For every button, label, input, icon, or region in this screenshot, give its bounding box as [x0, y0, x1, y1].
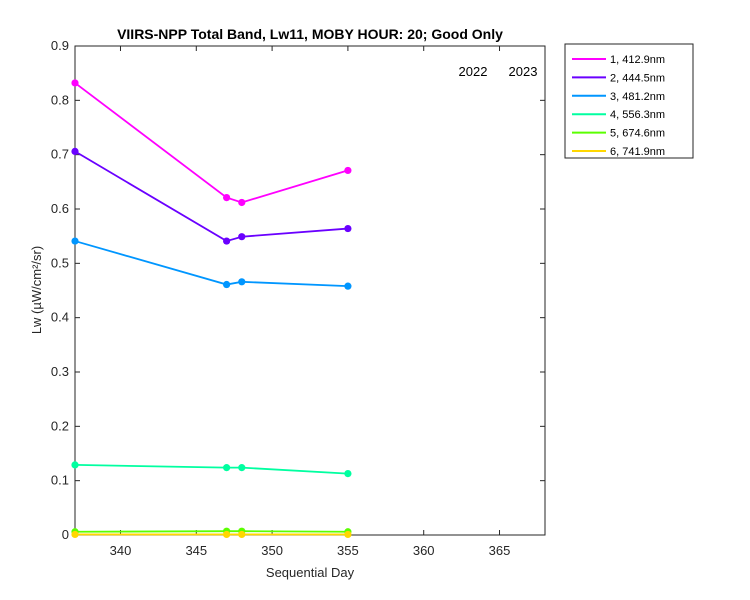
data-point [223, 464, 231, 472]
y-axis-label: Lw (µW/cm²/sr) [29, 246, 44, 334]
x-tick-label: 355 [337, 543, 359, 558]
data-point [344, 224, 352, 233]
x-tick-label: 345 [185, 543, 207, 558]
x-axis-label: Sequential Day [266, 565, 355, 580]
y-tick-label: 0.9 [51, 38, 69, 53]
series-layer [71, 79, 352, 539]
legend-entry: 3, 481.2nm [610, 91, 665, 103]
plot-area [74, 45, 546, 536]
data-point [344, 282, 352, 290]
x-tick-label: 360 [413, 543, 435, 558]
y-tick-label: 0.6 [51, 201, 69, 216]
legend-entry: 5, 674.6nm [610, 128, 665, 140]
data-point [71, 530, 79, 539]
series-line-1 [74, 82, 349, 204]
y-tick-label: 0.2 [51, 418, 69, 433]
data-point [71, 237, 79, 245]
legend-entry: 6, 741.9nm [610, 146, 665, 158]
data-point [238, 198, 246, 207]
series-line-2 [74, 150, 348, 243]
data-point [223, 193, 231, 202]
y-tick-label: 0.3 [51, 364, 69, 379]
y-tick-label: 0.4 [51, 310, 69, 325]
data-point [71, 79, 79, 87]
y-tick-label: 0.1 [51, 473, 69, 488]
x-tick-label: 350 [261, 543, 283, 558]
data-point [71, 147, 79, 156]
data-point [344, 530, 352, 539]
x-tick-label: 365 [489, 543, 511, 558]
y-tick-label: 0.8 [51, 92, 69, 107]
series-line-3 [74, 240, 348, 288]
series-line-4 [74, 464, 348, 475]
y-tick-label: 0.5 [51, 255, 69, 270]
x-tick-label: 340 [110, 543, 132, 558]
legend-entry: 1, 412.9nm [610, 54, 665, 66]
legend-box [564, 43, 694, 159]
series-line-5 [74, 530, 348, 533]
data-point [238, 233, 246, 241]
data-point [344, 166, 352, 175]
data-point [238, 464, 246, 472]
chart-title: VIIRS-NPP Total Band, Lw11, MOBY HOUR: 2… [117, 26, 503, 42]
legend: 1, 412.9nm 2, 444.5nm 3, 481.2nm 4, 556.3nm… [564, 43, 694, 159]
data-point [223, 237, 231, 245]
legend-entry: 2, 444.5nm [610, 72, 665, 84]
year-annotation-2023: 2023 [509, 64, 538, 79]
data-point [238, 278, 246, 286]
y-tick-label: 0.7 [51, 147, 69, 162]
data-point [344, 470, 352, 478]
data-point [71, 461, 79, 469]
data-point [223, 530, 231, 539]
data-point [238, 530, 246, 539]
y-tick-label: 0 [62, 527, 69, 542]
x-axis: 340 345 350 355 360 365 [110, 46, 511, 558]
legend-entry: 4, 556.3nm [610, 109, 665, 121]
data-point [223, 280, 231, 289]
year-annotation-2022: 2022 [459, 64, 488, 79]
